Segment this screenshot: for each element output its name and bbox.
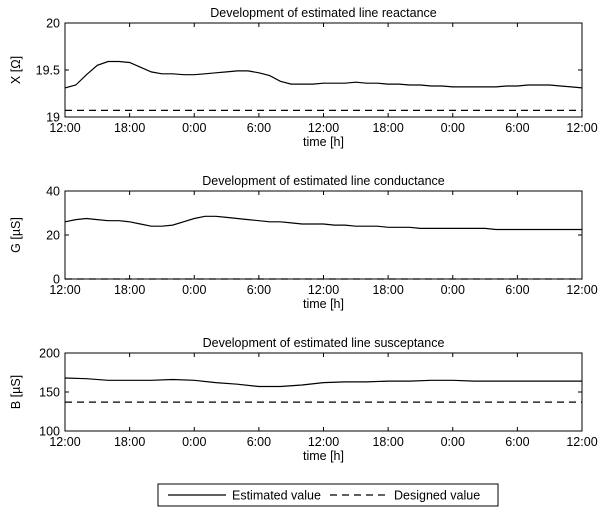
x-tick-label: 12:00 [566, 283, 597, 297]
y-axis-label: B [µS] [9, 375, 23, 409]
plot-area [64, 190, 583, 280]
x-tick-label: 6:00 [247, 435, 271, 449]
x-tick-label: 0:00 [441, 435, 465, 449]
x-tick-label: 12:00 [49, 435, 80, 449]
chart-title: Development of estimated line conductanc… [202, 174, 445, 188]
y-tick-label: 150 [39, 386, 60, 400]
x-tick-label: 18:00 [114, 435, 145, 449]
x-axis-label: time [h] [303, 297, 344, 311]
y-tick-label: 19.5 [36, 64, 60, 78]
estimated-value-line [64, 377, 582, 388]
legend-estimated-label: Estimated value [232, 489, 321, 503]
y-tick-label: 0 [53, 273, 60, 287]
x-tick-label: 12:00 [308, 283, 339, 297]
x-tick-label: 0:00 [441, 283, 465, 297]
x-tick-label: 12:00 [566, 435, 597, 449]
chart-panels: Development of estimated line reactance 1… [9, 6, 598, 463]
y-tick-label: 20 [46, 17, 60, 31]
x-tick-label: 6:00 [505, 121, 529, 135]
estimated-value-line [64, 60, 583, 89]
y-tick-label: 100 [39, 425, 60, 439]
y-axis-label: X [Ω] [9, 56, 23, 84]
chart-panel-2: Development of estimated line conductanc… [9, 174, 598, 311]
x-tick-label: 18:00 [114, 121, 145, 135]
y-tick-label: 20 [46, 229, 60, 243]
x-axis-label: time [h] [303, 135, 344, 149]
x-tick-label: 18:00 [372, 283, 403, 297]
x-tick-label: 12:00 [49, 121, 80, 135]
plot-area [64, 22, 583, 118]
plot-area [64, 352, 583, 432]
x-tick-label: 0:00 [441, 121, 465, 135]
estimated-value-line [64, 215, 582, 231]
y-tick-label: 19 [46, 111, 60, 125]
chart-panel-1: Development of estimated line reactance 1… [9, 6, 598, 149]
x-tick-label: 0:00 [182, 121, 206, 135]
legend: Estimated value Designed value [157, 483, 499, 507]
x-tick-label: 12:00 [308, 121, 339, 135]
x-tick-label: 6:00 [505, 283, 529, 297]
x-axis-label: time [h] [303, 449, 344, 463]
x-tick-label: 6:00 [505, 435, 529, 449]
x-tick-label: 6:00 [247, 121, 271, 135]
chart-title: Development of estimated line susceptanc… [203, 336, 445, 350]
chart-panel-3: Development of estimated line susceptanc… [9, 336, 598, 463]
legend-box [157, 483, 499, 507]
x-tick-label: 12:00 [308, 435, 339, 449]
x-tick-label: 18:00 [372, 435, 403, 449]
y-tick-label: 40 [46, 185, 60, 199]
chart-title: Development of estimated line reactance [210, 6, 437, 20]
x-tick-label: 0:00 [182, 283, 206, 297]
x-tick-label: 18:00 [372, 121, 403, 135]
legend-designed-label: Designed value [394, 489, 480, 503]
x-tick-label: 12:00 [566, 121, 597, 135]
x-tick-label: 6:00 [247, 283, 271, 297]
y-axis-label: G [µS] [9, 217, 23, 253]
x-tick-label: 18:00 [114, 283, 145, 297]
y-tick-label: 200 [39, 347, 60, 361]
x-tick-label: 0:00 [182, 435, 206, 449]
x-tick-label: 12:00 [49, 283, 80, 297]
